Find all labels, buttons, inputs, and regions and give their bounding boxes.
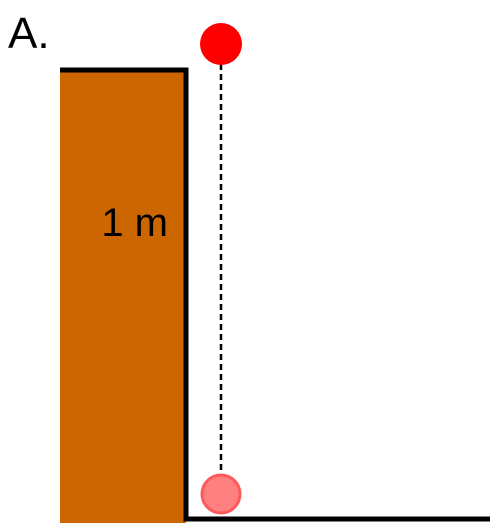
ground-outline bbox=[60, 67, 490, 522]
height-label: 1 m bbox=[101, 201, 168, 245]
ball-top bbox=[200, 23, 242, 65]
block bbox=[60, 70, 186, 523]
panel-label: A. bbox=[8, 9, 50, 58]
ball-bottom bbox=[200, 473, 242, 515]
